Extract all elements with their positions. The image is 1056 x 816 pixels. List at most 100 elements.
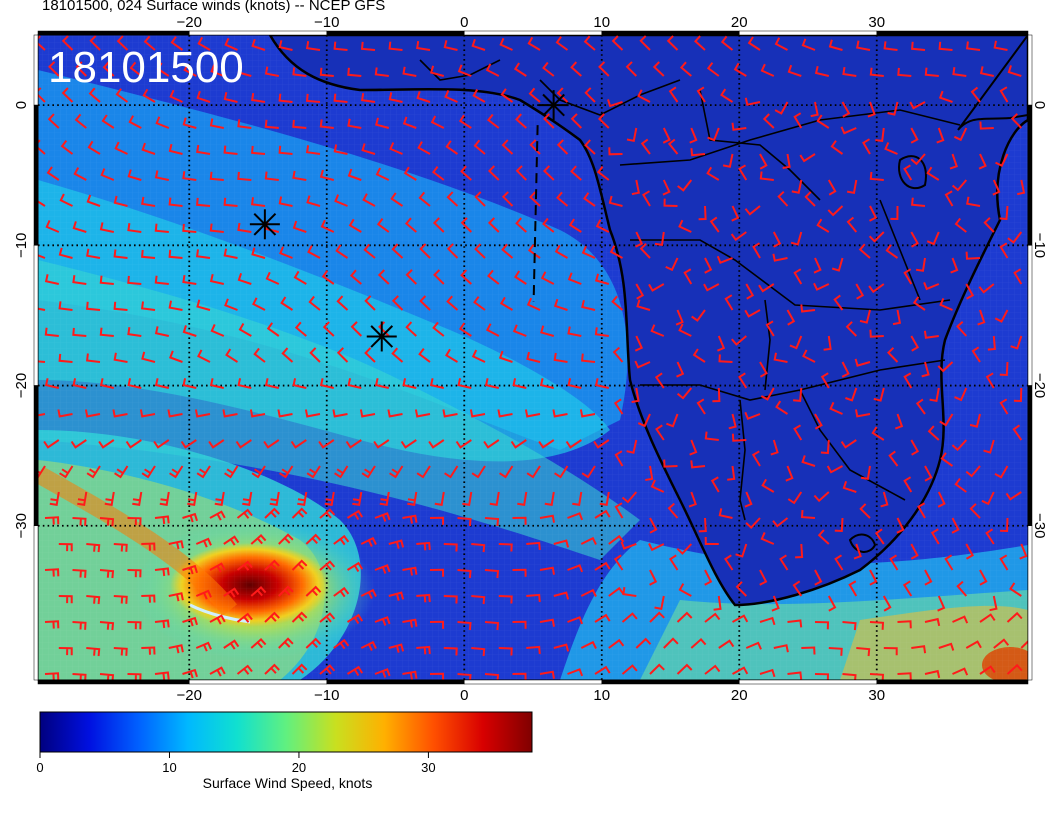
- wind-barb: [319, 169, 335, 181]
- wind-barb: [645, 465, 654, 481]
- wind-barb: [637, 89, 651, 103]
- wind-barb: [915, 398, 926, 415]
- wind-barb: [1020, 640, 1028, 649]
- wind-barb: [373, 439, 390, 449]
- wind-barb: [99, 275, 114, 285]
- wind-barb: [44, 672, 60, 680]
- wind-barb: [128, 115, 142, 129]
- wind-barb: [154, 619, 170, 629]
- wind-barb: [965, 283, 975, 300]
- africa-landmass: [268, 35, 1028, 607]
- wind-barb: [442, 409, 458, 418]
- wind-barb: [785, 465, 794, 482]
- wind-barb: [528, 87, 541, 103]
- wind-barb: [841, 101, 851, 118]
- wind-barb: [374, 616, 391, 626]
- wind-barb: [654, 231, 665, 247]
- wind-barb: [77, 491, 88, 506]
- wind-barb: [853, 543, 862, 560]
- wind-barb: [1000, 517, 1009, 533]
- wind-barb: [515, 165, 528, 181]
- wind-barb: [182, 564, 198, 575]
- wind-barb: [892, 309, 902, 326]
- storm-marker-icon: [249, 209, 280, 240]
- wind-barb: [594, 613, 611, 623]
- wind-barb: [910, 153, 926, 166]
- wind-barb: [911, 41, 926, 51]
- wind-barb: [999, 205, 1009, 221]
- wind-barb: [704, 536, 719, 545]
- wind-barb: [553, 352, 568, 363]
- wind-barb: [771, 595, 780, 612]
- wind-barb: [745, 517, 761, 530]
- wind-barb: [402, 66, 417, 77]
- wind-barb: [223, 639, 240, 650]
- lon-tick-label-top: 10: [593, 14, 610, 31]
- wind-barb: [416, 40, 431, 51]
- wind-barb: [319, 664, 336, 675]
- map-area[interactable]: [38, 35, 1038, 683]
- wind-barb: [472, 89, 486, 103]
- wind-barb: [114, 141, 128, 155]
- wind-barb: [374, 378, 390, 389]
- wind-barb: [320, 219, 335, 233]
- frame-band-top: [876, 30, 1029, 36]
- wind-barb: [99, 378, 115, 389]
- wind-barb: [446, 295, 459, 311]
- wind-barb: [346, 561, 364, 573]
- wind-barb: [704, 431, 719, 441]
- wind-barb: [556, 87, 569, 103]
- wind-barb: [58, 353, 73, 363]
- wind-barb: [827, 179, 837, 196]
- wind-barb: [544, 491, 555, 506]
- wind-barb: [639, 242, 651, 259]
- wind-barb: [858, 243, 871, 259]
- wind-barb: [374, 564, 391, 574]
- wind-barb: [471, 349, 486, 363]
- wind-barb: [279, 465, 294, 479]
- wind-barb: [654, 372, 665, 389]
- lon-tick-label-top: 30: [868, 14, 885, 31]
- wind-barb: [264, 507, 280, 519]
- wind-barb: [44, 327, 59, 337]
- wind-barb: [444, 465, 459, 479]
- wind-barb: [250, 533, 267, 545]
- wind-barb: [679, 61, 692, 77]
- wind-barb: [305, 41, 321, 51]
- wind-barb: [269, 491, 280, 506]
- wind-barb: [728, 413, 737, 430]
- wind-barb: [377, 269, 390, 285]
- wind-barb: [704, 664, 721, 675]
- wind-barb: [460, 165, 472, 181]
- wind-barb: [613, 554, 624, 571]
- wind-barb: [683, 268, 693, 285]
- wind-barb: [159, 491, 170, 506]
- wind-barb: [113, 195, 128, 207]
- wind-barb: [223, 197, 238, 207]
- wind-barb: [195, 537, 212, 548]
- wind-barb: [608, 147, 623, 156]
- wind-barb: [608, 534, 625, 545]
- wind-barb: [841, 361, 850, 378]
- frame-band-bottom: [37, 679, 190, 685]
- wind-barb: [209, 562, 226, 573]
- lat-tick-label-right: −10: [1031, 233, 1048, 258]
- wind-barb: [308, 295, 321, 311]
- map-title: 18101500, 024 Surface winds (knots) -- N…: [42, 0, 386, 14]
- wind-barb: [698, 517, 707, 533]
- wind-barb: [553, 298, 568, 311]
- wind-barb: [140, 301, 156, 311]
- wind-barb: [608, 586, 625, 597]
- wind-barb: [237, 65, 252, 77]
- wind-barb: [180, 439, 197, 449]
- storm-markers: [249, 90, 569, 352]
- wind-barb: [430, 115, 445, 129]
- wind-barb: [141, 465, 156, 479]
- wind-barb: [724, 294, 734, 311]
- wind-barb: [38, 35, 46, 51]
- wind-barb: [457, 64, 472, 77]
- wind-barb: [800, 304, 816, 313]
- wind-barb: [526, 541, 541, 550]
- wind-barb: [278, 93, 293, 103]
- wind-barb: [678, 219, 692, 233]
